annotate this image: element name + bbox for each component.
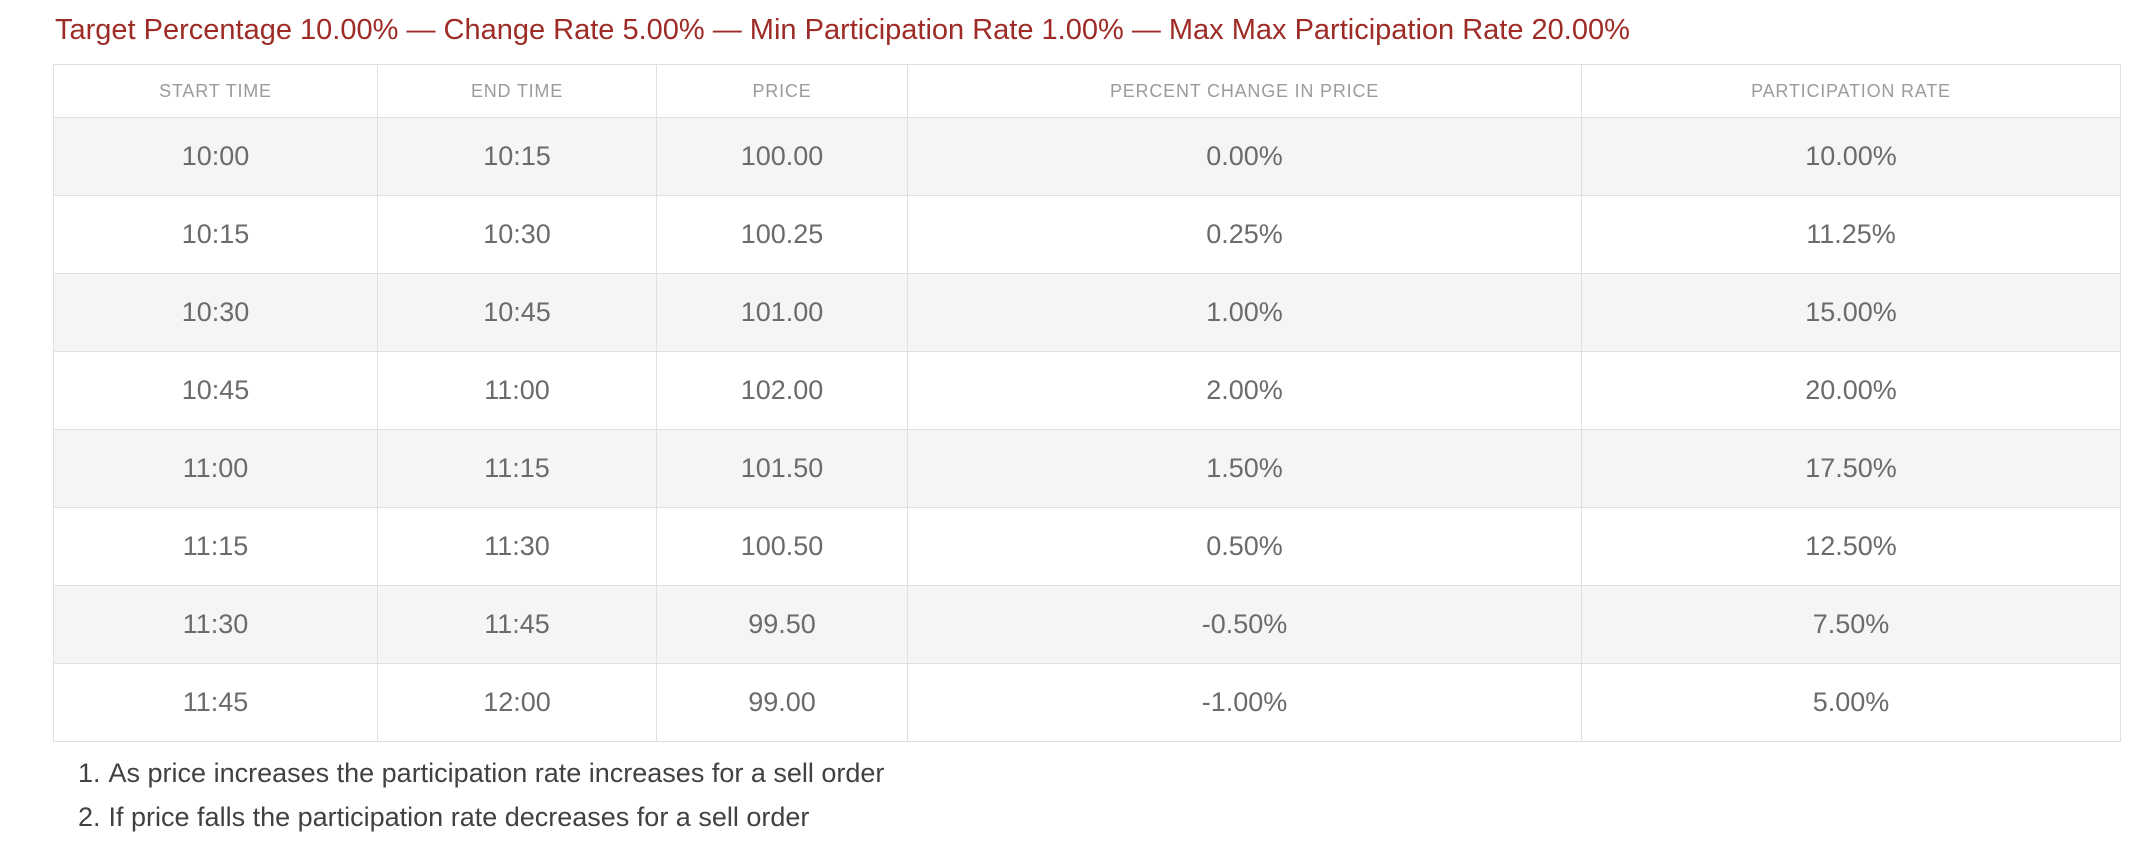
cell-price: 100.50	[656, 507, 908, 586]
footnote-text: If price falls the participation rate de…	[108, 802, 810, 832]
cell-end-time: 10:45	[377, 273, 657, 352]
cell-start-time: 10:30	[53, 273, 378, 352]
table-row: 11:30 11:45 99.50 -0.50% 7.50%	[53, 585, 2121, 664]
header-percent-change: PERCENT CHANGE IN PRICE	[907, 64, 1582, 118]
cell-end-time: 10:30	[377, 195, 657, 274]
cell-end-time: 12:00	[377, 663, 657, 742]
cell-percent-change: 1.50%	[907, 429, 1582, 508]
cell-percent-change: 0.25%	[907, 195, 1582, 274]
cell-end-time: 11:30	[377, 507, 657, 586]
cell-price: 102.00	[656, 351, 908, 430]
cell-participation-rate: 7.50%	[1581, 585, 2121, 664]
cell-percent-change: 0.50%	[907, 507, 1582, 586]
cell-end-time: 10:15	[377, 117, 657, 196]
footnote-number: 1.	[78, 758, 101, 788]
footnotes-list: 1. As price increases the participation r…	[53, 758, 2120, 833]
cell-percent-change: 0.00%	[907, 117, 1582, 196]
cell-participation-rate: 20.00%	[1581, 351, 2121, 430]
footnote-item: 2. If price falls the participation rate …	[78, 802, 2120, 833]
cell-start-time: 11:30	[53, 585, 378, 664]
table-row: 10:00 10:15 100.00 0.00% 10.00%	[53, 117, 2121, 196]
cell-end-time: 11:15	[377, 429, 657, 508]
cell-start-time: 11:00	[53, 429, 378, 508]
header-price: PRICE	[656, 64, 908, 118]
cell-price: 100.00	[656, 117, 908, 196]
cell-participation-rate: 12.50%	[1581, 507, 2121, 586]
table-row: 11:15 11:30 100.50 0.50% 12.50%	[53, 507, 2121, 586]
cell-percent-change: -0.50%	[907, 585, 1582, 664]
cell-start-time: 10:45	[53, 351, 378, 430]
cell-start-time: 10:00	[53, 117, 378, 196]
table-row: 10:15 10:30 100.25 0.25% 11.25%	[53, 195, 2121, 274]
table-row: 10:30 10:45 101.00 1.00% 15.00%	[53, 273, 2121, 352]
table-header-row: START TIME END TIME PRICE PERCENT CHANGE…	[53, 64, 2121, 118]
cell-price: 101.50	[656, 429, 908, 508]
footnote-text: As price increases the participation rat…	[108, 758, 885, 788]
cell-percent-change: 2.00%	[907, 351, 1582, 430]
cell-participation-rate: 10.00%	[1581, 117, 2121, 196]
footnote-number: 2.	[78, 802, 101, 832]
cell-participation-rate: 5.00%	[1581, 663, 2121, 742]
header-participation-rate: PARTICIPATION RATE	[1581, 64, 2121, 118]
participation-rate-table: START TIME END TIME PRICE PERCENT CHANGE…	[53, 64, 2121, 742]
page-title: Target Percentage 10.00% — Change Rate 5…	[55, 14, 1630, 46]
cell-percent-change: -1.00%	[907, 663, 1582, 742]
cell-end-time: 11:00	[377, 351, 657, 430]
cell-start-time: 11:45	[53, 663, 378, 742]
cell-price: 99.00	[656, 663, 908, 742]
cell-price: 101.00	[656, 273, 908, 352]
cell-start-time: 10:15	[53, 195, 378, 274]
cell-start-time: 11:15	[53, 507, 378, 586]
cell-participation-rate: 17.50%	[1581, 429, 2121, 508]
cell-end-time: 11:45	[377, 585, 657, 664]
table-row: 11:00 11:15 101.50 1.50% 17.50%	[53, 429, 2121, 508]
header-end-time: END TIME	[377, 64, 657, 118]
header-start-time: START TIME	[53, 64, 378, 118]
cell-price: 100.25	[656, 195, 908, 274]
footnote-item: 1. As price increases the participation r…	[78, 758, 2120, 789]
cell-price: 99.50	[656, 585, 908, 664]
cell-participation-rate: 15.00%	[1581, 273, 2121, 352]
table-row: 10:45 11:00 102.00 2.00% 20.00%	[53, 351, 2121, 430]
cell-participation-rate: 11.25%	[1581, 195, 2121, 274]
table-row: 11:45 12:00 99.00 -1.00% 5.00%	[53, 663, 2121, 742]
cell-percent-change: 1.00%	[907, 273, 1582, 352]
